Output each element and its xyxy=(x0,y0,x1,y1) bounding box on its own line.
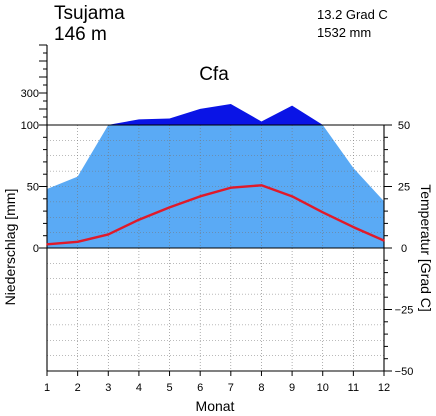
month-tick-label: 12 xyxy=(378,382,390,394)
month-tick-label: 1 xyxy=(44,382,50,394)
temperature-point xyxy=(199,195,201,198)
month-tick-label: 10 xyxy=(317,382,329,394)
left-tick-label: 100 xyxy=(21,120,39,132)
left-tick-label: 50 xyxy=(27,182,39,194)
x-axis-label: Monat xyxy=(196,398,235,414)
annual-precipitation: 1532 mm xyxy=(317,25,371,40)
temperature-point xyxy=(321,211,324,214)
temperature-point xyxy=(352,226,355,228)
temperature-line xyxy=(46,184,385,246)
mean-temperature: 13.2 Grad C xyxy=(317,7,388,22)
right-tick-label: 0 xyxy=(401,243,407,255)
month-tick-label: 8 xyxy=(258,382,264,394)
left-axis-label: Niederschlag [mm] xyxy=(2,189,18,306)
month-tick-label: 5 xyxy=(166,382,172,394)
month-tick-label: 6 xyxy=(197,382,203,394)
climate-class: Cfa xyxy=(199,64,229,85)
temperature-point xyxy=(260,184,263,187)
right-tick-label: 50 xyxy=(398,120,410,132)
temperature-point xyxy=(46,243,48,246)
temperature-point xyxy=(138,218,140,221)
right-tick-label: −50 xyxy=(395,366,414,378)
left-tick-label: 300 xyxy=(21,88,39,100)
temperature-point xyxy=(107,233,110,236)
station-name: Tsujama xyxy=(54,3,125,24)
month-tick-label: 2 xyxy=(75,382,81,394)
left-tick-label: 0 xyxy=(33,243,39,255)
temperature-point xyxy=(76,241,79,243)
month-tick-label: 9 xyxy=(289,382,295,394)
temperature-point xyxy=(230,186,232,189)
right-tick-label: 25 xyxy=(398,182,410,194)
axes xyxy=(39,44,392,376)
month-tick-label: 7 xyxy=(228,382,234,394)
right-tick-label: −25 xyxy=(395,305,414,317)
station-elevation: 146 m xyxy=(54,24,107,45)
month-tick-label: 3 xyxy=(105,382,111,394)
temperature-point xyxy=(291,195,293,198)
temperature-series-line xyxy=(46,184,385,246)
right-axis-label: Temperatur [Grad C] xyxy=(418,184,434,312)
humid-excess-area xyxy=(47,104,384,125)
temperature-point xyxy=(168,206,171,209)
month-tick-label: 11 xyxy=(348,382,359,394)
temperature-point xyxy=(383,239,385,242)
month-tick-label: 4 xyxy=(136,382,142,394)
precipitation-areas xyxy=(47,104,384,248)
